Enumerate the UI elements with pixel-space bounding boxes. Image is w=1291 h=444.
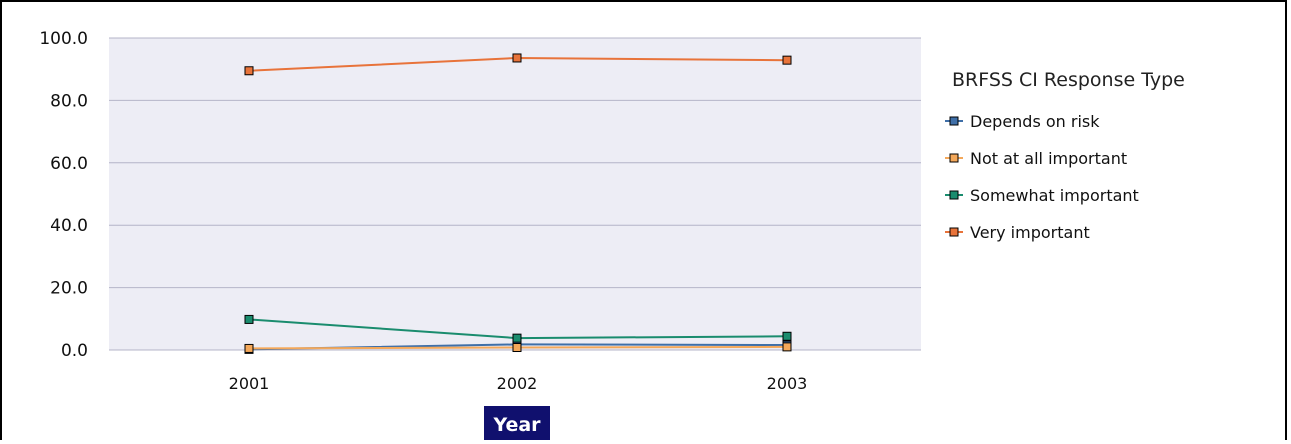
legend-swatch — [949, 190, 959, 200]
legend-label: Very important — [970, 223, 1090, 242]
x-tick-label: 2002 — [497, 374, 538, 393]
data-point — [244, 343, 254, 353]
data-point — [782, 55, 792, 65]
data-point — [244, 314, 254, 324]
y-tick-label: 0.0 — [61, 341, 88, 361]
legend-swatch — [949, 227, 959, 237]
data-point — [512, 343, 522, 353]
x-axis-label-background — [484, 406, 550, 440]
legend-title: BRFSS CI Response Type — [952, 69, 1185, 91]
x-tick-label: 2003 — [767, 374, 808, 393]
data-point — [244, 66, 254, 76]
y-axis-ticks: 0.0 20.0 40.0 60.0 80.0 100.0 — [39, 29, 88, 361]
legend-label: Somewhat important — [970, 186, 1139, 205]
x-axis-label: Year — [484, 406, 550, 440]
legend-swatch — [949, 116, 959, 126]
y-tick-label: 80.0 — [50, 91, 88, 111]
legend-swatch — [949, 153, 959, 163]
x-tick-label: 2001 — [229, 374, 270, 393]
data-point — [782, 342, 792, 352]
y-tick-label: 20.0 — [50, 279, 88, 299]
x-axis-ticks: 2001 2002 2003 — [229, 374, 808, 393]
legend: Depends on risk Not at all important Somew… — [945, 112, 1139, 242]
legend-label: Not at all important — [970, 149, 1127, 168]
x-axis-label-text: Year — [492, 414, 541, 436]
legend-label: Depends on risk — [970, 112, 1100, 131]
series-points — [244, 53, 792, 354]
data-point — [782, 331, 792, 341]
y-tick-label: 40.0 — [50, 216, 88, 236]
y-tick-label: 60.0 — [50, 154, 88, 174]
plot-area — [109, 38, 921, 350]
data-point — [512, 53, 522, 63]
data-point — [512, 333, 522, 343]
y-tick-label: 100.0 — [39, 29, 88, 49]
